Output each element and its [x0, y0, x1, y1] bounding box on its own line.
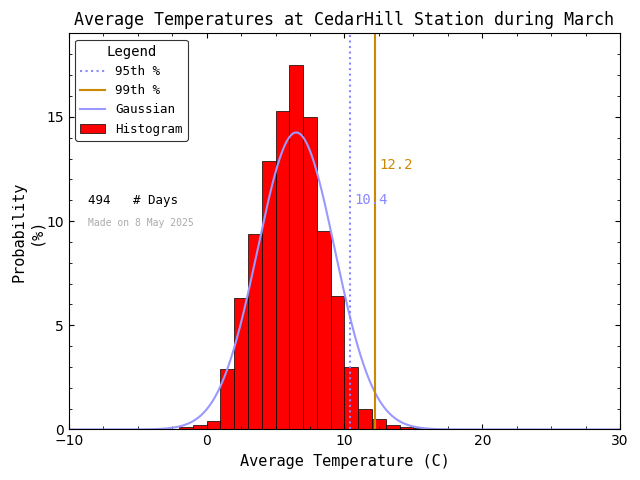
Legend: 95th %, 99th %, Gaussian, Histogram: 95th %, 99th %, Gaussian, Histogram	[75, 40, 188, 141]
Bar	[358, 408, 372, 430]
Bar	[276, 110, 289, 430]
Bar	[372, 419, 386, 430]
Bar	[179, 427, 193, 430]
Bar	[303, 117, 317, 430]
X-axis label: Average Temperature (C): Average Temperature (C)	[239, 454, 449, 469]
Text: 12.2: 12.2	[379, 158, 412, 172]
Text: 10.4: 10.4	[354, 193, 388, 207]
Text: 494   # Days: 494 # Days	[88, 194, 178, 207]
Bar	[344, 367, 358, 430]
Bar	[248, 234, 262, 430]
Bar	[317, 231, 331, 430]
Bar	[386, 425, 399, 430]
Bar	[399, 427, 413, 430]
Bar	[193, 425, 207, 430]
Bar	[234, 298, 248, 430]
Bar	[207, 421, 220, 430]
Y-axis label: Probability
(%): Probability (%)	[11, 181, 44, 282]
Title: Average Temperatures at CedarHill Station during March: Average Temperatures at CedarHill Statio…	[74, 11, 614, 29]
Bar	[220, 369, 234, 430]
Bar	[331, 296, 344, 430]
Bar	[289, 65, 303, 430]
Bar	[413, 429, 427, 430]
Text: Made on 8 May 2025: Made on 8 May 2025	[88, 217, 194, 228]
Bar	[262, 161, 276, 430]
